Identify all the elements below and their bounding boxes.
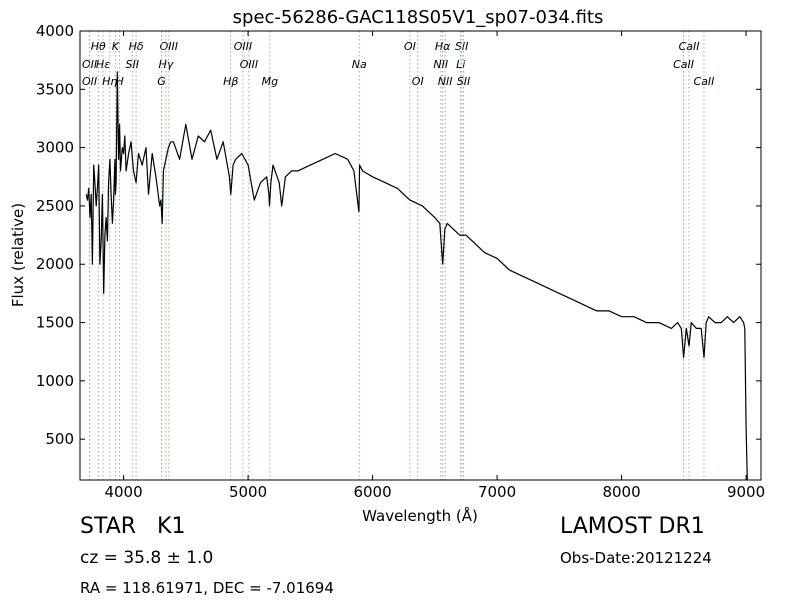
line-marker-label: SII [126,58,139,71]
y-tick-label: 4000 [36,22,74,40]
line-marker-label: OI [412,75,424,88]
line-markers: Hθ K Hδ OIII OIII OI Hα SII CaII OII Hε SII Hγ OIII NI… [82,31,714,480]
x-axis-label: Wavelength (Å) [362,506,478,525]
line-marker-label: SII [457,75,470,88]
survey-name: LAMOST DR1 [560,514,705,539]
y-tick-label: 500 [45,430,74,448]
x-tick-label: 4000 [104,483,142,501]
line-marker-label: OIII [160,40,178,53]
y-tick-label: 1000 [36,372,74,390]
line-marker-label: Li [456,58,465,71]
y-axis-label: Flux (relative) [9,203,27,307]
line-marker-label: OII [82,75,97,88]
y-tick-label: 3000 [36,139,74,157]
line-marker-label: SII [455,40,468,53]
line-marker-label: NII [433,58,448,71]
line-marker-label: Na [352,58,367,71]
line-marker-label: CaII [673,58,694,71]
line-marker-label: K [112,40,120,53]
line-marker-label: Hη [102,75,117,88]
chart-title: spec-56286-GAC118S05V1_sp07-034.fits [233,7,604,28]
line-marker-label: H [115,75,123,88]
x-tick-label: 5000 [229,483,267,501]
coordinates: RA = 118.61971, DEC = -7.01694 [80,579,334,597]
x-tick-label: 7000 [478,483,516,501]
line-marker-label: Hθ [91,40,106,53]
y-tick-label: 3500 [36,80,74,98]
line-marker-label: CaII [679,40,700,53]
line-marker-label: Hδ [129,40,144,53]
line-marker-label: Hγ [159,58,174,71]
series-layer [85,71,748,481]
observation-date: Obs-Date:20121224 [560,549,712,567]
object-class: STAR K1 [80,514,186,539]
line-marker-label: CaII [694,75,715,88]
line-marker-label: OI [404,40,416,53]
line-marker-label: Hβ [223,75,238,88]
line-marker-label: Mg [262,75,278,88]
y-tick-label: 1500 [36,314,74,332]
y-tick-label: 2000 [36,255,74,273]
plot-frame [79,30,762,481]
y-tick-label: 2500 [36,197,74,215]
line-marker-label: OIII [234,40,252,53]
line-marker-label: Hα [435,40,451,53]
line-marker-label: Hε [96,58,110,71]
redshift-value: cz = 35.8 ± 1.0 [80,548,214,568]
line-marker-label: NII [438,75,453,88]
line-marker-label: OIII [240,58,258,71]
x-tick-label: 6000 [353,483,391,501]
line-marker-label: G [157,75,166,88]
x-tick-label: 8000 [602,483,640,501]
spectrum-line [85,71,748,481]
axis-ticks: 4000 5000 6000 7000 8000 9000 500 1000 1500 2000 2… [36,22,765,501]
x-tick-label: 9000 [727,483,765,501]
